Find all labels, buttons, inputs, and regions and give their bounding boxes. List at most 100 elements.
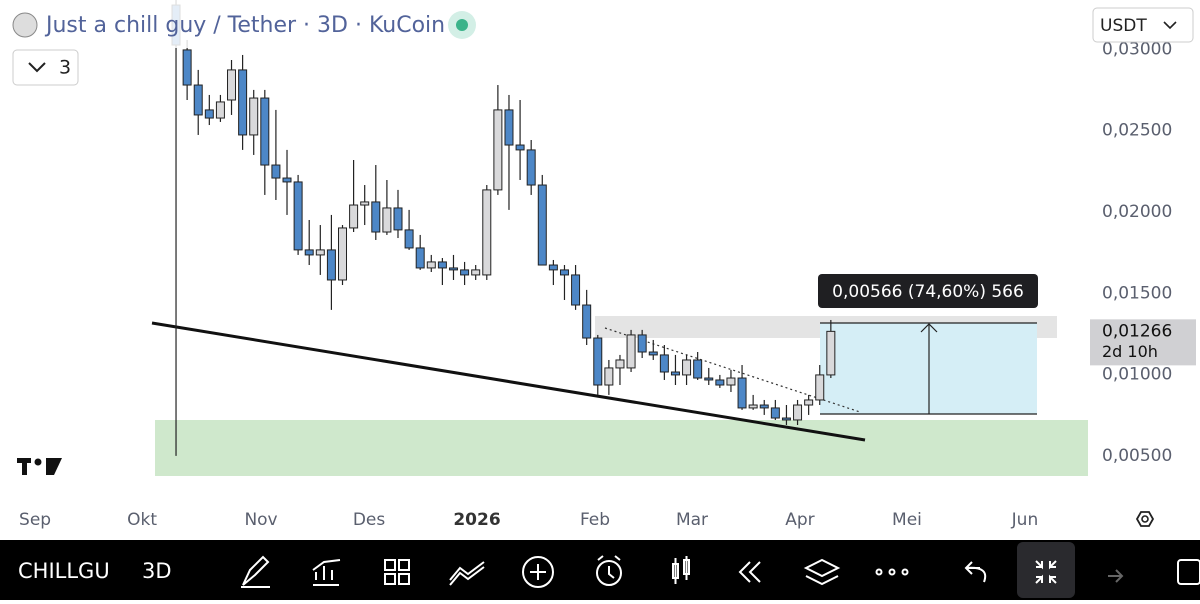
candle-body	[393, 207, 403, 231]
candle-body	[360, 201, 370, 206]
candle-body	[493, 109, 503, 191]
candle-body	[315, 249, 325, 256]
candle-body	[304, 249, 314, 256]
candle-body	[471, 269, 481, 276]
candle-body	[260, 97, 270, 166]
x-tick-label: Apr	[785, 510, 814, 530]
candle-body	[670, 371, 680, 376]
currency-select[interactable]	[1092, 7, 1194, 43]
candle-body	[548, 264, 558, 271]
chevron	[28, 62, 46, 73]
candle-body	[682, 359, 692, 376]
toolbar: CHILLGU 3D	[0, 540, 1200, 600]
candles	[171, 0, 836, 456]
candle-body	[715, 379, 725, 386]
candle-body	[626, 334, 636, 369]
x-tick-label: 2026	[453, 510, 500, 530]
candle-body	[571, 274, 581, 306]
x-tick-label: Mei	[892, 510, 922, 530]
candle-body	[460, 269, 470, 276]
candle-body	[770, 407, 780, 419]
drawings	[151, 316, 1088, 476]
y-axis: 0,00500 0,01000 0,01500 0,02000 0,02500 0,030…	[1088, 39, 1172, 466]
support-zone	[155, 420, 1088, 476]
x-tick-label: Feb	[580, 510, 610, 530]
measure-arrowhead	[920, 323, 938, 333]
candle-body	[349, 204, 359, 229]
currency-chevron	[1163, 21, 1177, 30]
collapse-count[interactable]: 3	[59, 57, 71, 79]
toolbar-icons[interactable]	[241, 542, 1200, 598]
y-tick-label: 0,00500	[1102, 446, 1172, 466]
candle-body	[515, 144, 525, 151]
candle-body	[448, 267, 458, 271]
tv-logo	[17, 458, 62, 475]
y-tick-label: 0,02000	[1102, 202, 1172, 222]
x-tick-label: Mar	[676, 510, 708, 530]
x-tick-label: Okt	[127, 510, 157, 530]
countdown: 2d 10h	[1102, 342, 1158, 361]
candle-body	[737, 377, 747, 409]
candle-body	[826, 330, 836, 376]
candle-body	[482, 189, 492, 276]
candle-body	[182, 49, 192, 86]
candle-body	[282, 177, 292, 183]
candle-body	[227, 69, 237, 101]
header-bg	[0, 0, 490, 48]
candle-body	[648, 351, 658, 356]
measure-tooltip	[818, 274, 1038, 308]
toolbar-interval[interactable]: 3D	[142, 559, 172, 583]
candle-body	[559, 269, 569, 276]
x-tick-label: Des	[353, 510, 386, 530]
candle-body	[504, 109, 514, 146]
candle-body	[193, 84, 203, 116]
settings-icon[interactable]	[1135, 511, 1155, 527]
y-tick-label: 0,01500	[1102, 283, 1172, 303]
candle-body	[704, 377, 714, 381]
candle-body	[759, 404, 769, 409]
y-tick-label: 0,01000	[1102, 365, 1172, 385]
candle-body	[426, 261, 436, 269]
candle-body	[615, 359, 625, 369]
toolbar-symbol[interactable]: CHILLGU	[18, 559, 110, 583]
y-tick-label: 0,02500	[1102, 121, 1172, 141]
avatar[interactable]	[12, 12, 38, 38]
candle-body	[781, 417, 791, 421]
currency[interactable]: USDT	[1100, 16, 1147, 36]
header: Just a chill guy / Tether · 3D · KuCoin …	[0, 0, 1194, 527]
candle-body	[637, 334, 647, 353]
candle-body	[582, 304, 592, 339]
trend-line	[151, 321, 866, 442]
candle-body	[537, 184, 547, 266]
collapse-button[interactable]	[12, 49, 79, 86]
candle-body	[404, 229, 414, 249]
candle-body	[526, 149, 536, 186]
candle-body	[604, 367, 614, 386]
candle-body	[271, 164, 281, 179]
candle-body	[238, 69, 248, 136]
candle-body	[215, 101, 225, 119]
candle-body	[326, 249, 336, 281]
candle-body	[804, 399, 814, 406]
candle-body	[815, 374, 825, 401]
status-dot	[456, 19, 468, 31]
measure-label: 0,00566 (74,60%) 566	[832, 282, 1024, 302]
candle-body	[293, 181, 303, 251]
candle-body	[371, 201, 381, 233]
x-axis: Sep Okt Nov Des 2026 Feb Mar Apr Mei Jun	[19, 505, 1038, 530]
candle-body	[382, 207, 392, 233]
x-tick-label: Nov	[244, 510, 277, 530]
candle-body	[693, 359, 703, 379]
x-tick-label: Jun	[1011, 510, 1039, 530]
candle-body	[659, 354, 669, 373]
last-price-box	[1090, 319, 1196, 366]
overlay: 0,00566 (74,60%) 566 0,01266 2d 10h	[818, 0, 1200, 505]
x-tick-label: Sep	[19, 510, 51, 530]
toolbar-bg	[0, 540, 1200, 600]
candle-body	[793, 404, 803, 421]
candle-body	[415, 247, 425, 269]
symbol-title[interactable]: Just a chill guy / Tether · 3D · KuCoin	[44, 13, 445, 38]
last-price: 0,01266	[1102, 321, 1172, 341]
candle-body	[338, 227, 348, 281]
